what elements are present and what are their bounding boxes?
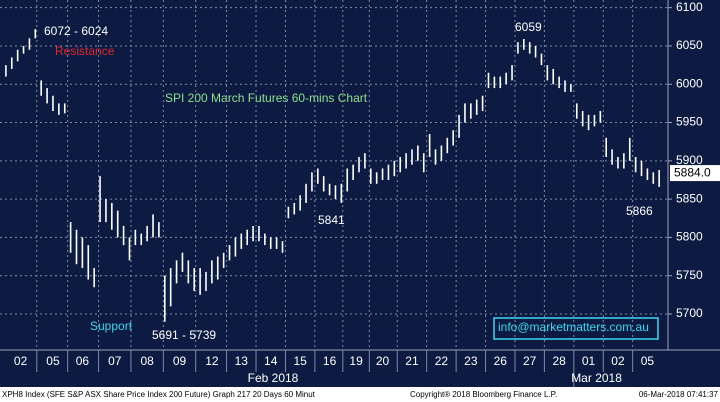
x-tick-label: 27 xyxy=(523,354,537,368)
x-tick-label: 20 xyxy=(376,354,390,368)
month-label: Feb 2018 xyxy=(248,371,299,385)
x-tick-label: 19 xyxy=(349,354,363,368)
x-tick-label: 28 xyxy=(552,354,566,368)
x-tick-label: 02 xyxy=(611,354,625,368)
chart-title: SPI 200 March Futures 60-mins Chart xyxy=(165,91,368,105)
y-tick-label: 6100 xyxy=(676,0,703,14)
y-tick-label: 5950 xyxy=(676,115,703,129)
footer-source: XPH8 Index (SFE S&P ASX Share Price Inde… xyxy=(2,390,316,399)
annotation: 5841 xyxy=(318,213,345,227)
y-tick-label: 5900 xyxy=(676,153,703,167)
x-tick-label: 02 xyxy=(14,354,28,368)
y-tick-label: 5700 xyxy=(676,306,703,320)
annotation: Resistance xyxy=(55,44,115,58)
x-tick-label: 12 xyxy=(205,354,219,368)
y-tick-label: 6050 xyxy=(676,38,703,52)
footer-band xyxy=(0,387,720,402)
annotation: info@marketmatters.com.au xyxy=(498,320,649,334)
last-price-box xyxy=(670,165,720,182)
x-tick-label: 09 xyxy=(173,354,187,368)
y-tick-label: 5750 xyxy=(676,268,703,282)
y-tick-label: 6000 xyxy=(676,76,703,90)
month-label: Mar 2018 xyxy=(571,371,622,385)
x-tick-label: 23 xyxy=(464,354,478,368)
x-tick-label: 13 xyxy=(235,354,249,368)
x-tick-label: 05 xyxy=(46,354,60,368)
last-price-label: 5884.0 xyxy=(674,165,711,179)
x-tick-label: 08 xyxy=(140,354,154,368)
x-tick-label: 05 xyxy=(641,354,655,368)
x-tick-label: 22 xyxy=(435,354,449,368)
y-tick-label: 5800 xyxy=(676,230,703,244)
info-box xyxy=(493,317,659,340)
background xyxy=(0,0,720,387)
x-tick-label: 15 xyxy=(293,354,307,368)
x-tick-label: 21 xyxy=(405,354,419,368)
x-tick-label: 26 xyxy=(494,354,508,368)
footer-copyright: Copyright® 2018 Bloomberg Finance L.P. xyxy=(410,390,557,399)
x-tick-label: 06 xyxy=(76,354,90,368)
x-tick-label: 16 xyxy=(323,354,337,368)
annotation: 6072 - 6024 xyxy=(44,24,108,38)
annotation: Support xyxy=(90,319,133,333)
x-tick-label: 07 xyxy=(108,354,122,368)
x-tick-label: 14 xyxy=(264,354,278,368)
x-tick-label: 01 xyxy=(582,354,596,368)
annotation: 5691 - 5739 xyxy=(152,328,216,342)
annotation: 5866 xyxy=(626,204,653,218)
y-tick-label: 5850 xyxy=(676,191,703,205)
footer-timestamp: 06-Mar-2018 07:41:37 xyxy=(639,390,719,399)
annotation: 6059 xyxy=(515,20,542,34)
